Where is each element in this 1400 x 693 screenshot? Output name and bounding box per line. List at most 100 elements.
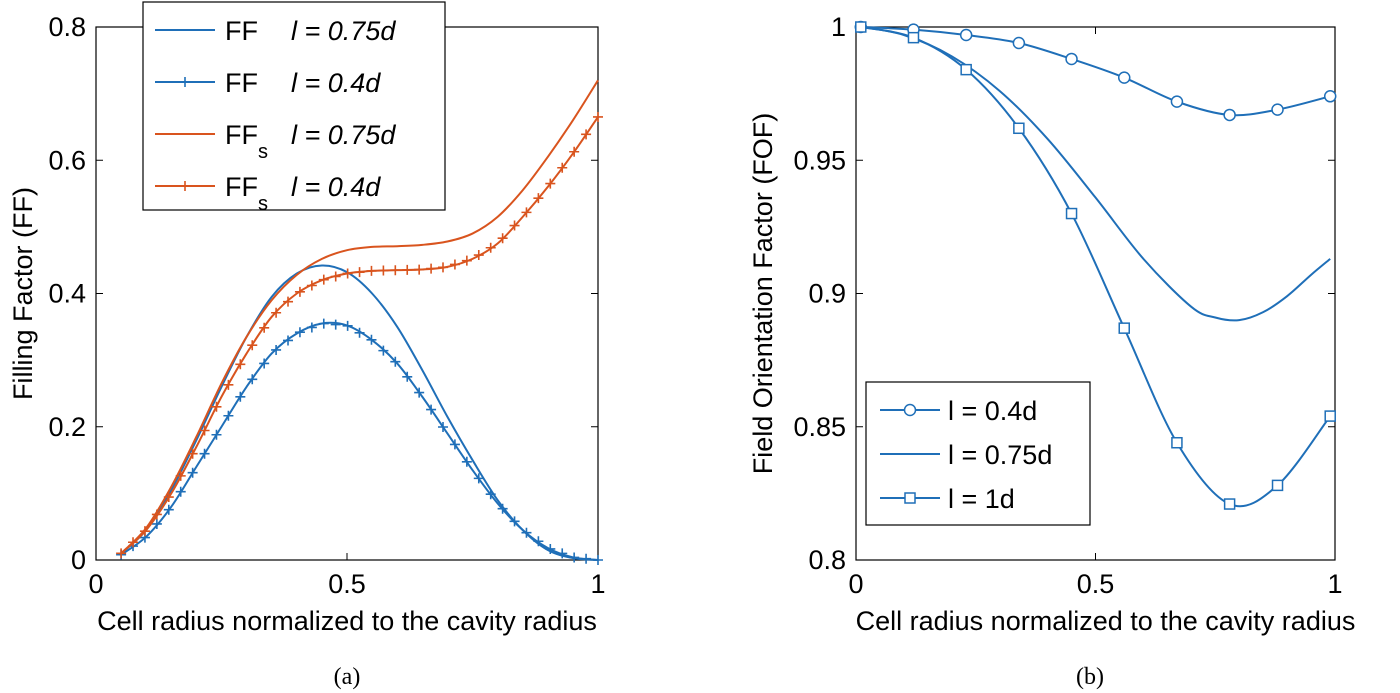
x-tick-label: 0.5 [1077, 569, 1115, 599]
series-1-marker [545, 543, 556, 554]
series-2-marker [1223, 498, 1236, 510]
panel-b-legend: l = 0.4d l = 0.75d l = 1d [865, 381, 1091, 526]
series-1-marker [402, 371, 413, 382]
series-3-marker [294, 286, 305, 297]
series-1-marker [342, 320, 353, 331]
series-1-marker [235, 391, 246, 402]
panel-a-series [116, 79, 603, 565]
series-2-marker [855, 21, 867, 33]
series-3-marker [139, 526, 150, 537]
series-3-marker [354, 267, 365, 278]
series-0-marker [1065, 52, 1078, 66]
x-tick-label: 1 [590, 569, 605, 599]
legend-name: FF [225, 172, 258, 202]
series-line-0 [120, 264, 599, 561]
y-tick-label: 0.85 [793, 412, 846, 442]
legend-name: FF [225, 120, 258, 150]
y-tick-label: 0.4 [48, 279, 86, 309]
legend-label-0: l = 0.4d [948, 396, 1037, 426]
panel-b-ticks: 0 0.5 1 0.8 0.85 0.9 0.95 1 [793, 12, 1342, 599]
series-3-marker [426, 263, 437, 274]
series-1-marker [175, 486, 186, 497]
series-1-marker [497, 503, 508, 514]
series-1-marker [366, 334, 377, 345]
legend-box [142, 1, 446, 211]
series-1-marker [151, 518, 162, 529]
series-3-marker [509, 220, 520, 231]
series-line-1 [860, 26, 1331, 322]
series-3-marker [378, 265, 389, 276]
series-1-marker [187, 467, 198, 478]
series-1-marker [426, 404, 437, 415]
y-tick-label: 0 [71, 545, 86, 575]
series-0-marker [959, 28, 973, 42]
series-1-marker [569, 552, 580, 563]
series-1-marker [461, 456, 472, 467]
series-2-marker [960, 63, 972, 76]
panel-b-y-axis-label: Field Orientation Factor (FOF) [748, 113, 778, 475]
series-3-marker [235, 359, 246, 370]
series-0-marker [1012, 36, 1026, 50]
legend-subscript: s [258, 193, 268, 215]
series-3-marker [223, 379, 234, 390]
series-1-marker [390, 356, 401, 367]
series-1-marker [581, 553, 592, 564]
legend-label-3: FFs l = 0.4d [225, 172, 381, 215]
series-3-marker [366, 265, 377, 276]
series-2-marker [1171, 436, 1183, 449]
legend-marker-3 [180, 181, 190, 191]
series-3-marker [116, 548, 127, 559]
legend-label-1: l = 0.75d [948, 440, 1052, 470]
series-2-marker [1118, 322, 1130, 334]
series-0-marker [1117, 71, 1131, 84]
series-3-marker [271, 307, 282, 318]
series-3-marker [283, 296, 294, 307]
series-1-marker [271, 344, 282, 355]
series-3-marker [318, 274, 329, 285]
legend-marker-0 [903, 403, 917, 417]
series-0-marker [1223, 108, 1236, 122]
series-1-marker [533, 536, 544, 547]
panel-a-y-axis-label: Filling Factor (FF) [8, 187, 38, 400]
series-3-marker [163, 492, 174, 503]
series-3-marker [342, 268, 353, 279]
series-1-marker [378, 345, 389, 356]
x-tick-label: 0 [848, 569, 863, 599]
legend-marker-1 [180, 77, 190, 87]
legend-condition: l = 0.75d [291, 16, 396, 46]
series-3-marker [151, 509, 162, 520]
y-tick-label: 0.95 [793, 145, 846, 175]
legend-subscript: s [258, 141, 268, 163]
panel-b-series [854, 20, 1337, 510]
series-3-marker [259, 322, 270, 333]
series-3-marker [497, 233, 508, 244]
panel-a-x-axis-label: Cell radius normalized to the cavity rad… [97, 606, 597, 636]
series-0-marker [1323, 90, 1337, 103]
series-1-marker [449, 439, 460, 450]
series-2-marker [1065, 207, 1078, 220]
legend-condition: l = 0.75d [291, 120, 396, 150]
series-1-marker [294, 327, 305, 338]
series-3-marker [545, 178, 556, 189]
legend-label-2: FFs l = 0.75d [225, 120, 396, 163]
panel-b-x-axis-label: Cell radius normalized to the cavity rad… [856, 606, 1356, 636]
series-3-marker [593, 111, 603, 122]
series-1-marker [199, 448, 210, 459]
series-1-marker [485, 489, 496, 500]
legend-name: FF [225, 16, 258, 46]
series-0-marker [1170, 95, 1184, 108]
series-3-marker [438, 262, 449, 273]
series-1-marker [318, 318, 329, 329]
series-1-marker [306, 322, 317, 333]
series-3-marker [533, 193, 544, 204]
series-1-marker [163, 504, 174, 515]
series-1-marker [414, 387, 425, 398]
series-1-marker [283, 335, 294, 346]
series-3-marker [187, 448, 198, 459]
y-tick-label: 0.8 [48, 12, 86, 42]
series-1-marker [509, 516, 520, 527]
series-0-marker [1271, 103, 1284, 116]
legend-condition: l = 0.4d [291, 68, 381, 98]
